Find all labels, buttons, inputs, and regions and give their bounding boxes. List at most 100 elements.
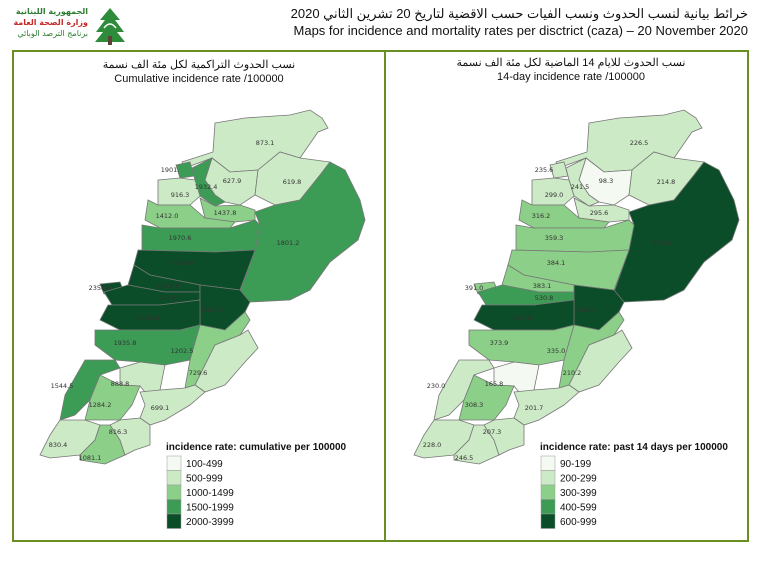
legend-swatch bbox=[540, 470, 556, 486]
district-value-label: 359.3 bbox=[545, 234, 564, 242]
district-value-label: 384.1 bbox=[547, 259, 566, 267]
district-value-label: 210.2 bbox=[563, 369, 582, 377]
district-value-label: 165.8 bbox=[485, 380, 504, 388]
district-value-label: 391.0 bbox=[465, 284, 484, 292]
district-value-label: 530.8 bbox=[535, 294, 554, 302]
legend-swatch bbox=[166, 484, 182, 500]
district-value-label: 830.4 bbox=[49, 441, 68, 449]
left-title-arabic: نسب الحدوث التراكمية لكل مئة الف نسمة bbox=[102, 59, 296, 71]
district-region bbox=[239, 161, 366, 303]
district-region bbox=[458, 374, 515, 421]
district-value-label: 916.3 bbox=[171, 191, 190, 199]
district-region bbox=[513, 384, 580, 426]
legend-title: incidence rate: past 14 days per 100000 bbox=[540, 442, 728, 453]
ministry-logo-text: الجمهورية اللبنانية وزارة الصحة العامة ب… bbox=[8, 6, 88, 39]
district-value-label: 201.7 bbox=[525, 404, 544, 412]
legend-label: 400-599 bbox=[560, 503, 597, 514]
district-value-label: 2301.2 bbox=[202, 306, 225, 314]
district-value-label: 1284.2 bbox=[89, 401, 112, 409]
title-arabic: خرائط بيانية لنسب الحدوث ونسب الفيات حسب… bbox=[290, 6, 748, 21]
cedar-logo-icon bbox=[95, 8, 125, 45]
logo-line-1: الجمهورية اللبنانية bbox=[15, 7, 88, 16]
district-region bbox=[139, 384, 206, 426]
district-value-label: 873.1 bbox=[256, 139, 275, 147]
district-value-label: 729.6 bbox=[189, 369, 208, 377]
district-region bbox=[483, 417, 525, 456]
legend-label: 200-299 bbox=[560, 474, 597, 485]
maps-frame bbox=[12, 50, 749, 542]
district-value-label: 2199.6 bbox=[171, 259, 194, 267]
district-value-label: 1437.8 bbox=[214, 209, 237, 217]
district-value-label: 373.9 bbox=[490, 339, 509, 347]
district-value-label: 1932.4 bbox=[195, 183, 218, 191]
district-value-label: 98.3 bbox=[599, 177, 613, 185]
district-value-label: 228.0 bbox=[423, 441, 442, 449]
right-panel-title: نسب الحدوث للايام 14 الماضية لكل مئة الف… bbox=[386, 56, 756, 84]
fourteen-day-incidence-map: 226.5 98.3 214.8 803.6 235.6 241.5 299.0 295.6 3… bbox=[413, 109, 740, 529]
district-value-label: 2418.7 bbox=[159, 294, 182, 302]
district-value-label: 2688.6 bbox=[137, 314, 160, 322]
district-value-label: 888.8 bbox=[111, 380, 130, 388]
logo-line-2: وزارة الصحة العامة bbox=[13, 18, 88, 27]
district-region bbox=[468, 324, 575, 366]
panel-divider bbox=[384, 50, 386, 542]
district-value-label: 2358.0 bbox=[89, 284, 112, 292]
district-value-label: 308.3 bbox=[465, 401, 484, 409]
district-value-label: 316.2 bbox=[532, 212, 551, 220]
district-value-label: 619.8 bbox=[283, 178, 302, 186]
district-region bbox=[94, 324, 201, 366]
legend-label: 500-999 bbox=[186, 474, 223, 485]
district-region bbox=[84, 374, 141, 421]
district-value-label: 1202.5 bbox=[171, 347, 194, 355]
right-title-english: 14-day incidence rate /100000 bbox=[497, 71, 645, 83]
legend-title: incidence rate: cumulative per 100000 bbox=[166, 442, 347, 453]
legend-label: 1500-1999 bbox=[186, 503, 234, 514]
cumulative-incidence-map: 873.1 627.9 619.8 1801.2 1901. 1932.4 916.3 143… bbox=[39, 109, 366, 529]
legend-label: 90-199 bbox=[560, 459, 592, 470]
district-value-label: 1081.1 bbox=[79, 454, 102, 462]
district-region bbox=[518, 199, 610, 229]
district-value-label: 235.6 bbox=[535, 166, 554, 174]
district-value-label: 1801.2 bbox=[277, 239, 300, 247]
legend-label: 1000-1499 bbox=[186, 488, 234, 499]
district-value-label: 632.5 bbox=[578, 306, 597, 314]
district-value-label: 226.5 bbox=[630, 139, 649, 147]
district-value-label: 295.6 bbox=[590, 209, 609, 217]
legend-label: 2000-3999 bbox=[186, 517, 234, 528]
district-value-label: 246.5 bbox=[455, 454, 474, 462]
title-english: Maps for incidence and mortality rates p… bbox=[293, 23, 748, 38]
district-value-label: 299.0 bbox=[545, 191, 564, 199]
legend-swatch bbox=[166, 513, 182, 529]
legend-label: 300-399 bbox=[560, 488, 597, 499]
report-header: خرائط بيانية لنسب الحدوث ونسب الفيات حسب… bbox=[291, 5, 748, 39]
legend-swatch bbox=[540, 513, 556, 529]
right-title-arabic: نسب الحدوث للايام 14 الماضية لكل مئة الف… bbox=[456, 57, 686, 69]
left-title-english: Cumulative incidence rate /100000 bbox=[114, 73, 284, 85]
district-value-label: 1544.5 bbox=[51, 382, 74, 390]
district-value-label: 867.8 bbox=[513, 314, 532, 322]
district-value-label: 230.0 bbox=[427, 382, 446, 390]
district-value-label: 214.8 bbox=[657, 178, 676, 186]
legend-swatch bbox=[540, 484, 556, 500]
district-value-label: 241.5 bbox=[571, 183, 590, 191]
district-value-label: 1901. bbox=[161, 166, 180, 174]
logo-line-3: برنامج الترصد الوبائي bbox=[17, 29, 88, 38]
district-value-label: 627.9 bbox=[223, 177, 242, 185]
legend-swatch bbox=[166, 470, 182, 486]
district-value-label: 383.1 bbox=[533, 282, 552, 290]
district-value-label: 1412.0 bbox=[156, 212, 179, 220]
district-region bbox=[613, 161, 740, 303]
district-value-label: 2022.5 bbox=[157, 282, 180, 290]
district-value-label: 207.3 bbox=[483, 428, 502, 436]
left-panel-title: نسب الحدوث التراكمية لكل مئة الف نسمة Cu… bbox=[14, 58, 384, 86]
legend-swatch bbox=[540, 499, 556, 515]
district-value-label: 1970.6 bbox=[169, 234, 192, 242]
legend-label: 600-999 bbox=[560, 517, 597, 528]
district-region bbox=[109, 417, 151, 456]
district-value-label: 335.0 bbox=[547, 347, 566, 355]
legend-swatch bbox=[166, 499, 182, 515]
district-value-label: 803.6 bbox=[653, 239, 672, 247]
district-region bbox=[144, 199, 236, 229]
